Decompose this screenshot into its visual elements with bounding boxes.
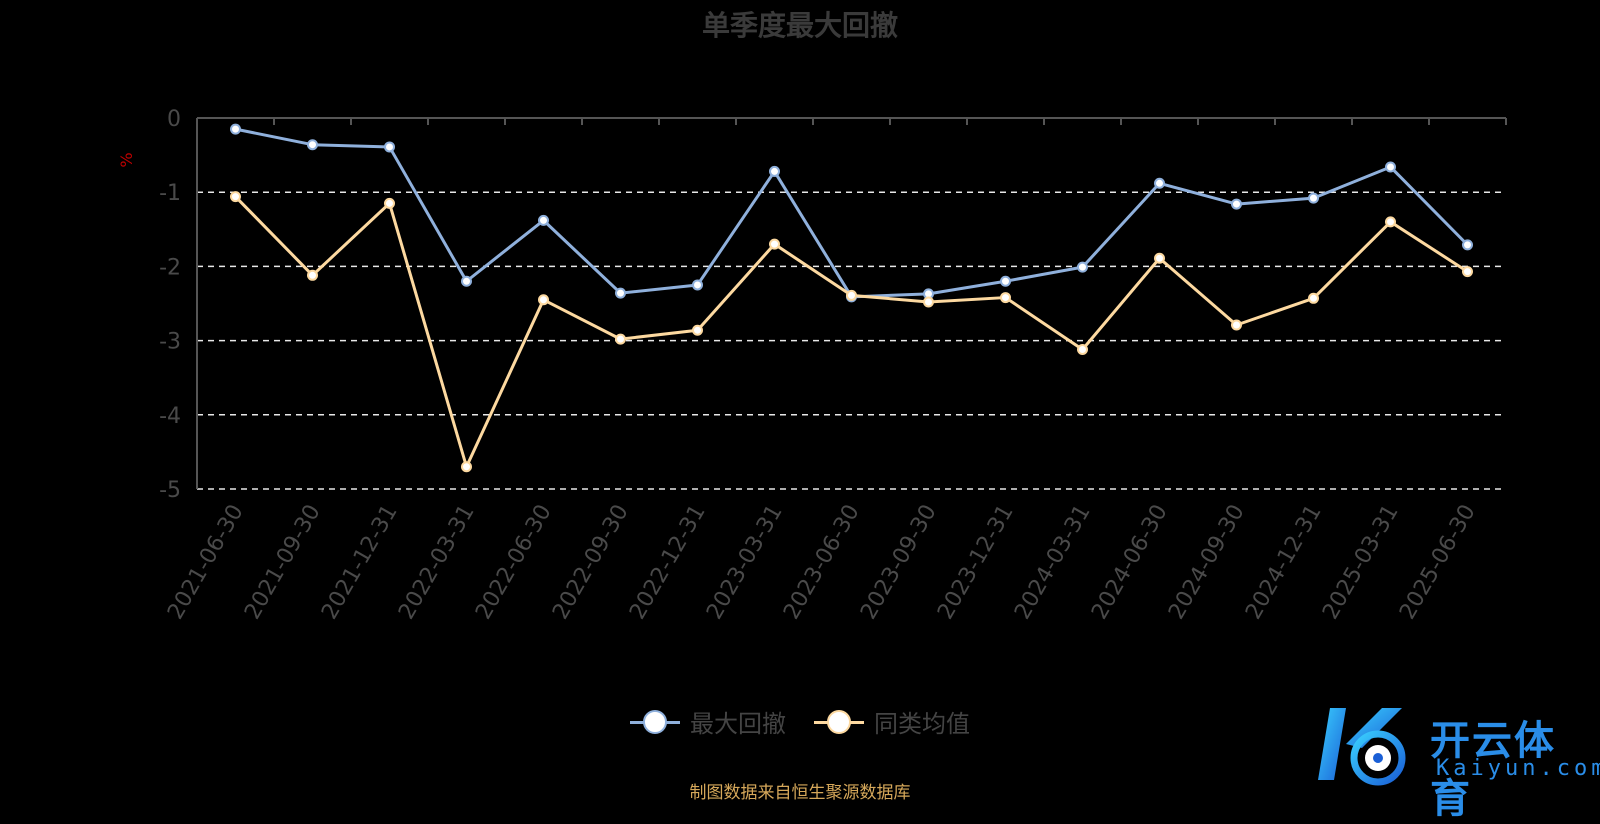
data-point-peer-average [769,238,780,250]
data-point-max-drawdown [307,139,318,151]
x-tick-label: 2023-12-31 [933,501,1019,624]
axes: 0 -1 -2 -3 -4 -52021-06-302021-09-302021-12-3… [159,107,1507,624]
y-axis-unit-label: % [117,152,136,167]
data-point-max-drawdown [692,279,703,291]
data-point-max-drawdown [1077,261,1088,273]
kaiyun-logo-icon [1318,708,1406,786]
y-tick-label: -5 [159,478,181,503]
data-point-peer-average [538,294,549,306]
data-point-peer-average [692,324,703,336]
data-point-max-drawdown [1462,239,1473,251]
data-point-peer-average [307,269,318,281]
x-tick-label: 2025-06-30 [1395,501,1481,624]
x-tick-label: 2024-12-31 [1241,501,1327,624]
legend-item-max-drawdown[interactable]: 最大回撤 [630,704,786,739]
data-point-peer-average [1000,292,1011,304]
data-point-max-drawdown [538,214,549,226]
y-tick-label: -1 [159,181,181,206]
x-tick-label: 2021-12-31 [317,501,403,624]
data-point-peer-average [1462,266,1473,278]
data-point-peer-average [923,296,934,308]
data-point-max-drawdown [230,123,241,135]
x-tick-label: 2024-03-31 [1010,501,1096,624]
y-tick-label: -4 [159,404,181,429]
data-point-peer-average [1077,344,1088,356]
data-point-max-drawdown [615,287,626,299]
x-tick-label: 2023-09-30 [856,501,942,624]
series-line-peer-average [234,195,1469,469]
data-point-peer-average [615,333,626,345]
x-tick-label: 2023-03-31 [702,501,788,624]
data-point-max-drawdown [1308,192,1319,204]
y-tick-label: 0 [167,107,181,132]
watermark-en-text: Kaiyun.com [1436,756,1600,781]
data-point-max-drawdown [1154,177,1165,189]
series [230,123,1473,473]
y-tick-label: -2 [159,255,181,280]
data-point-peer-average [1385,216,1396,228]
data-point-peer-average [1154,252,1165,264]
data-point-max-drawdown [1385,161,1396,173]
data-point-peer-average [1231,319,1242,331]
y-tick-label: -3 [159,330,181,355]
x-tick-label: 2022-09-30 [548,501,634,624]
line-chart: 0 -1 -2 -3 -4 -52021-06-302021-09-302021-12-3… [117,107,1507,624]
data-point-max-drawdown [461,275,472,287]
x-tick-label: 2024-06-30 [1087,501,1173,624]
data-point-peer-average [384,197,395,209]
x-tick-label: 2022-06-30 [471,501,557,624]
legend: 最大回撤 同类均值 [0,704,1600,739]
data-point-max-drawdown [769,165,780,177]
legend-swatch-max-drawdown [630,709,680,735]
series-line-max-drawdown [235,127,1469,299]
chart-title: 单季度最大回撤 [701,9,898,42]
x-tick-label: 2022-03-31 [394,501,480,624]
watermark-logo: 开云体育 Kaiyun.com [1312,700,1600,822]
data-point-peer-average [461,461,472,473]
data-point-max-drawdown [1000,275,1011,287]
footer-source-note: 制图数据来自恒生聚源数据库 [689,783,911,803]
data-point-peer-average [1308,292,1319,304]
x-tick-label: 2023-06-30 [779,501,865,624]
x-tick-label: 2021-09-30 [240,501,326,624]
data-point-peer-average [846,289,857,301]
x-tick-label: 2024-09-30 [1164,501,1250,624]
legend-label-max-drawdown: 最大回撤 [690,710,786,738]
data-point-max-drawdown [384,141,395,153]
data-point-max-drawdown [1231,198,1242,210]
x-tick-label: 2021-06-30 [163,501,249,624]
data-point-peer-average [230,191,241,203]
x-tick-label: 2022-12-31 [625,501,711,624]
x-tick-label: 2025-03-31 [1318,501,1404,624]
legend-item-peer-average[interactable]: 同类均值 [814,704,970,739]
grid-lines [197,191,1506,490]
legend-swatch-peer-average [814,709,864,735]
legend-label-peer-average: 同类均值 [874,710,970,738]
